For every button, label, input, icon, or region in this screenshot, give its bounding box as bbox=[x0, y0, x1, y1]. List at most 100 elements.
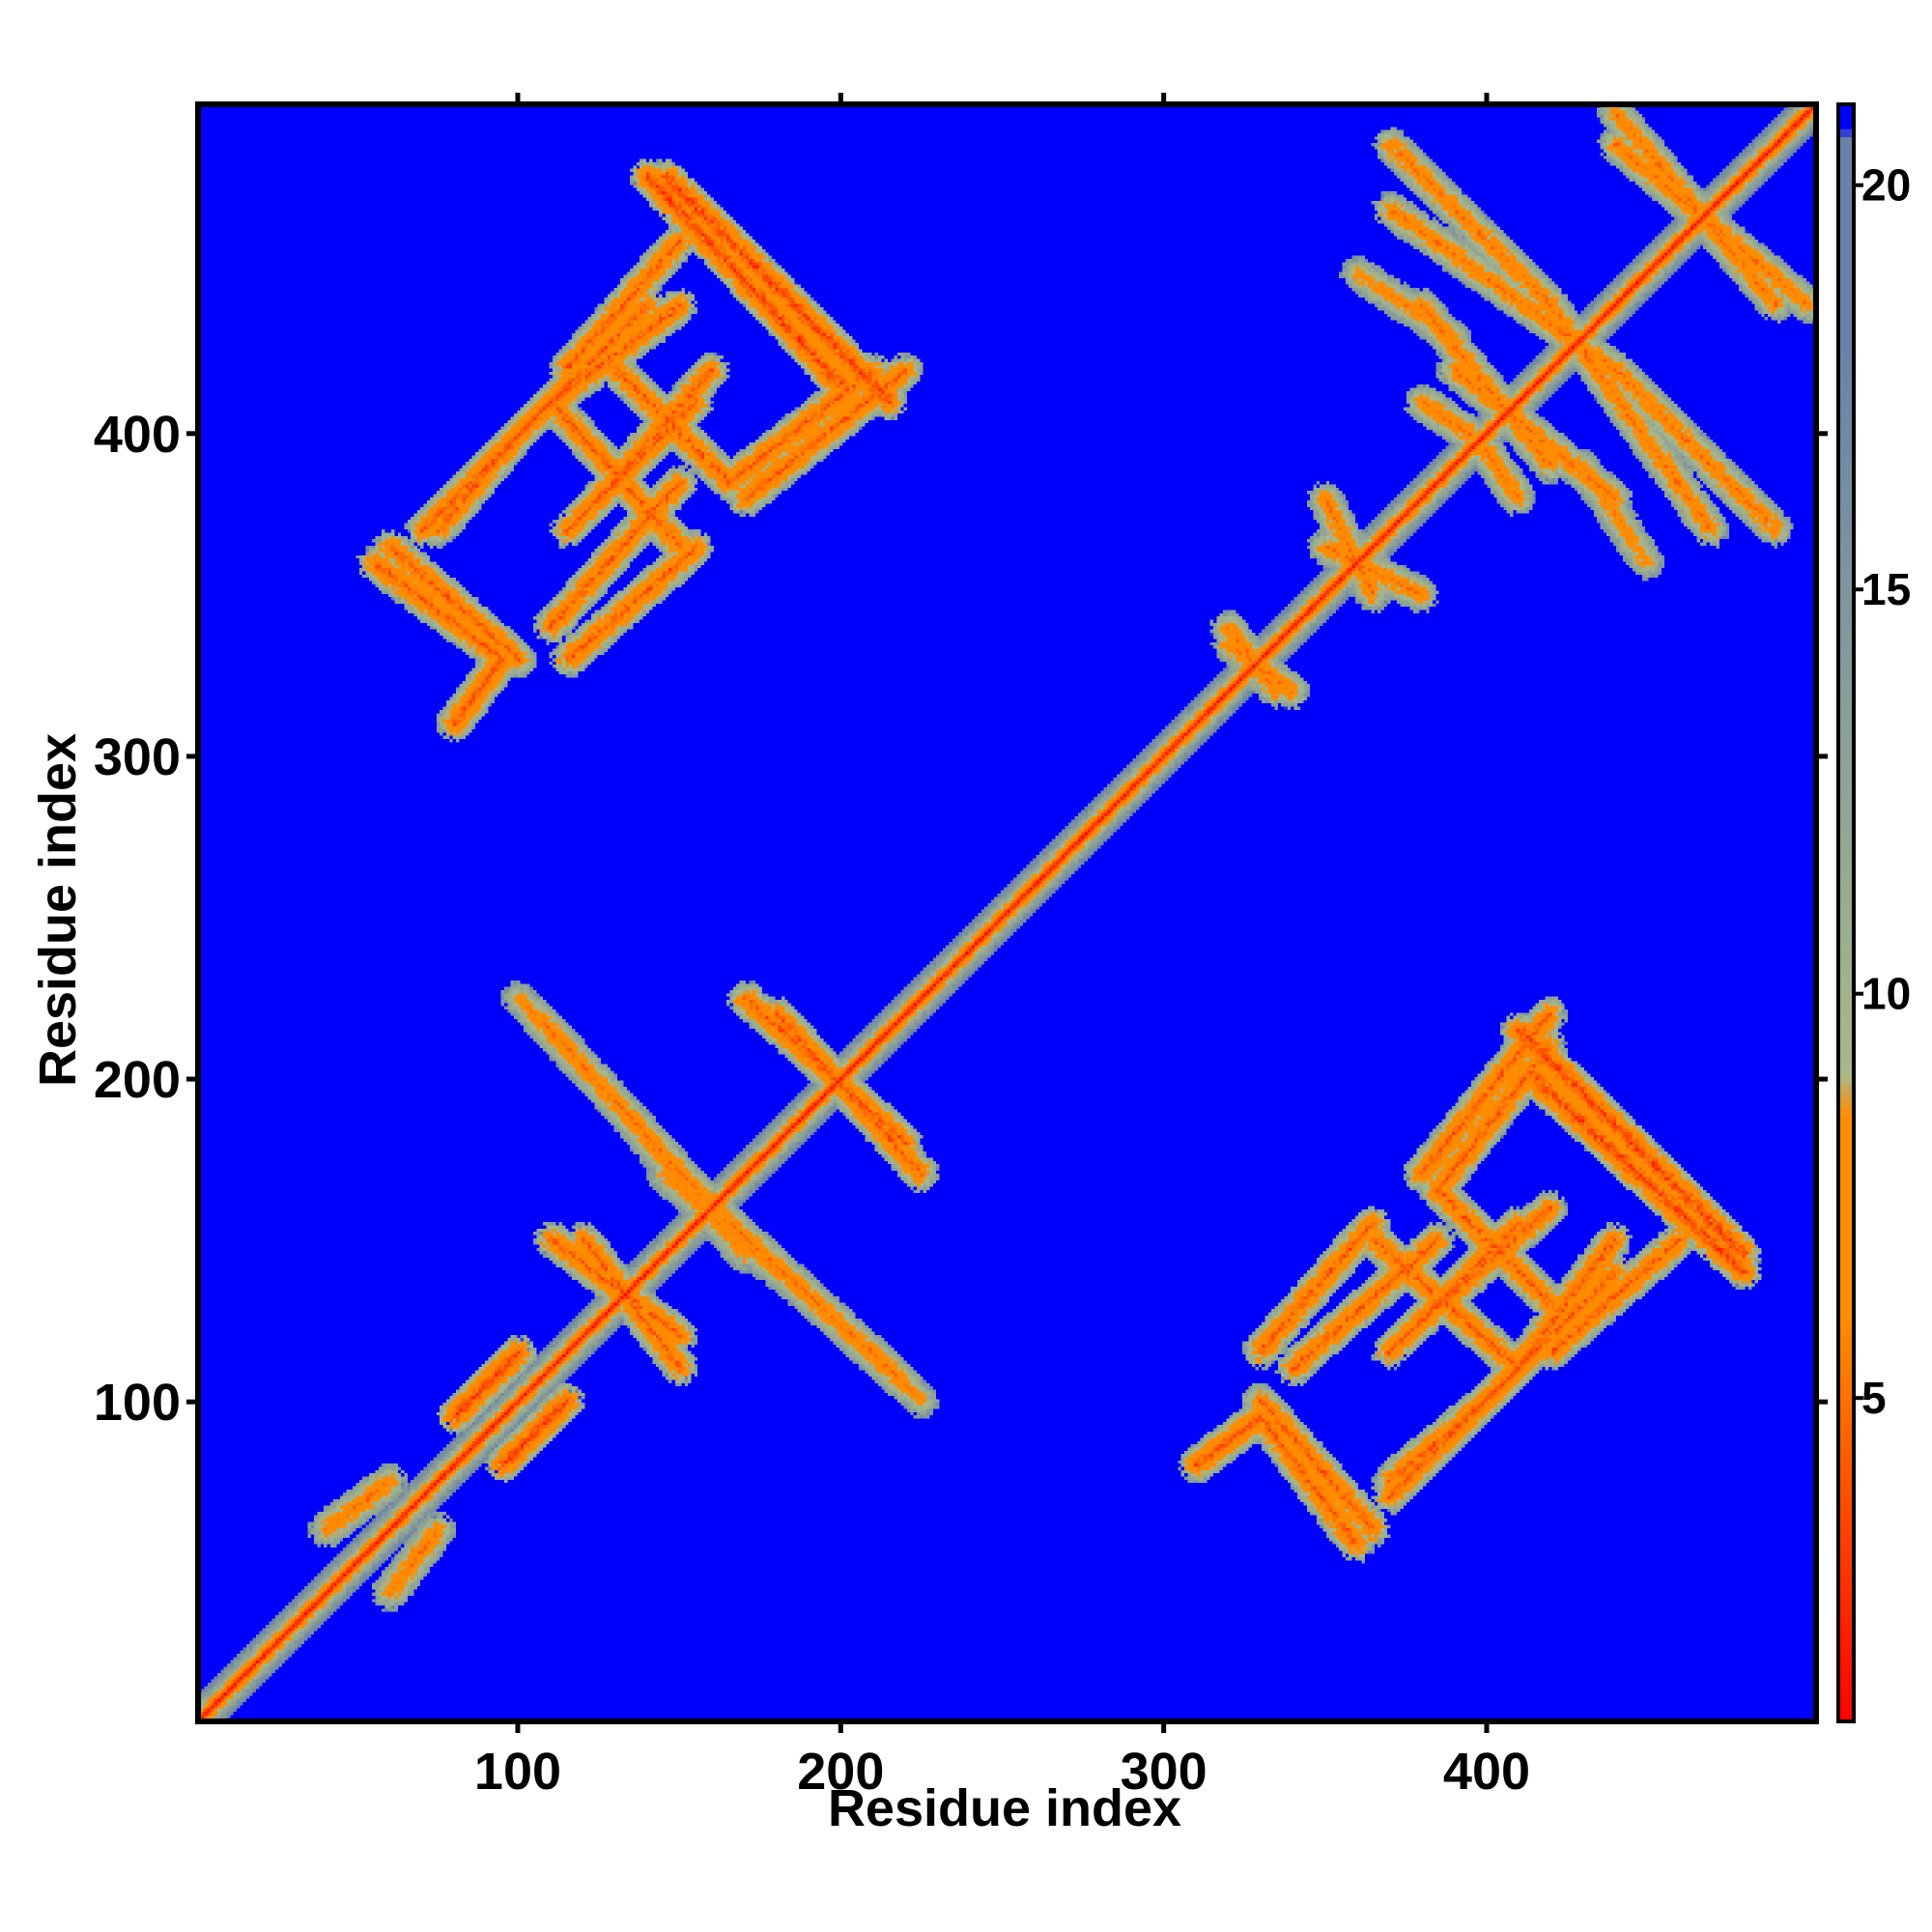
colorbar-segment bbox=[1838, 500, 1854, 510]
colorbar-segment bbox=[1838, 1438, 1854, 1448]
colorbar-segment bbox=[1838, 1317, 1854, 1326]
colorbar-segment bbox=[1838, 1672, 1854, 1682]
colorbar-segment bbox=[1838, 1268, 1854, 1278]
colorbar-segment bbox=[1838, 638, 1854, 647]
heatmap-area bbox=[198, 104, 1816, 1721]
colorbar-segment bbox=[1838, 1527, 1854, 1537]
colorbar-segment bbox=[1838, 314, 1854, 324]
colorbar-segment bbox=[1838, 347, 1854, 356]
colorbar-segment bbox=[1838, 1607, 1854, 1617]
colorbar-segment bbox=[1838, 516, 1854, 526]
x-axis-ticks: 100 200 300 400 bbox=[474, 93, 1530, 1801]
colorbar-segment bbox=[1838, 451, 1854, 461]
colorbar-segment bbox=[1838, 1115, 1854, 1124]
colorbar-segment bbox=[1838, 330, 1854, 340]
colorbar-segment bbox=[1838, 1220, 1854, 1230]
colorbar-segment bbox=[1838, 386, 1854, 396]
colorbar-segment bbox=[1838, 613, 1854, 623]
colorbar-segment bbox=[1838, 1204, 1854, 1213]
colorbar-segment bbox=[1838, 1349, 1854, 1358]
y-tick-label: 200 bbox=[94, 1051, 181, 1109]
colorbar-segment bbox=[1838, 1228, 1854, 1237]
x-tick-label: 200 bbox=[797, 1743, 884, 1801]
colorbar-segment bbox=[1838, 832, 1854, 841]
colorbar-border bbox=[1836, 102, 1856, 1723]
colorbar-tick-label: 20 bbox=[1861, 160, 1911, 211]
colorbar-segment bbox=[1838, 258, 1854, 267]
colorbar-segment bbox=[1838, 1236, 1854, 1245]
colorbar-segment bbox=[1838, 808, 1854, 817]
colorbar-segment bbox=[1838, 1139, 1854, 1149]
colorbar-segment bbox=[1838, 1147, 1854, 1156]
colorbar-segment bbox=[1838, 573, 1854, 582]
colorbar-segment bbox=[1838, 621, 1854, 631]
colorbar-segment bbox=[1838, 1632, 1854, 1641]
colorbar-segment bbox=[1838, 630, 1854, 639]
colorbar-segment bbox=[1838, 508, 1854, 518]
colorbar: 5 10 15 20 bbox=[1836, 102, 1911, 1723]
colorbar-segment bbox=[1838, 1454, 1854, 1463]
colorbar-segment bbox=[1838, 993, 1854, 1003]
colorbar-segment bbox=[1838, 1009, 1854, 1019]
colorbar-segment bbox=[1838, 880, 1854, 890]
colorbar-segment bbox=[1838, 645, 1854, 655]
colorbar-segment bbox=[1838, 1050, 1854, 1060]
colorbar-segment bbox=[1838, 1519, 1854, 1528]
colorbar-segment bbox=[1838, 1365, 1854, 1375]
colorbar-segment bbox=[1838, 1616, 1854, 1626]
colorbar-segment bbox=[1838, 823, 1854, 833]
colorbar-segment bbox=[1838, 120, 1854, 129]
colorbar-segment bbox=[1838, 1478, 1854, 1488]
colorbar-segment bbox=[1838, 1244, 1854, 1254]
colorbar-segment bbox=[1838, 1576, 1854, 1585]
colorbar-segment bbox=[1838, 532, 1854, 542]
colorbar-segment bbox=[1838, 1413, 1854, 1423]
colorbar-segment bbox=[1838, 1535, 1854, 1545]
colorbar-segment bbox=[1838, 1333, 1854, 1343]
colorbar-segment bbox=[1838, 153, 1854, 162]
colorbar-segment bbox=[1838, 961, 1854, 971]
colorbar-segment bbox=[1838, 695, 1854, 703]
y-tick-label: 400 bbox=[94, 406, 181, 464]
colorbar-segment bbox=[1838, 896, 1854, 906]
colorbar-segment bbox=[1838, 1713, 1854, 1722]
colorbar-segment bbox=[1838, 1446, 1854, 1456]
colorbar-tick-label: 10 bbox=[1861, 969, 1911, 1019]
colorbar-segment bbox=[1838, 1463, 1854, 1472]
colorbar-segment bbox=[1838, 945, 1854, 954]
colorbar-segment bbox=[1838, 371, 1854, 381]
colorbar-segment bbox=[1838, 969, 1854, 979]
colorbar-segment bbox=[1838, 815, 1854, 825]
colorbar-segment bbox=[1838, 249, 1854, 259]
colorbar-segment bbox=[1838, 136, 1854, 146]
colorbar-segment bbox=[1838, 702, 1854, 712]
colorbar-segment bbox=[1838, 726, 1854, 736]
colorbar-segment bbox=[1838, 1098, 1854, 1108]
plot-border bbox=[195, 101, 1819, 1724]
colorbar-segment bbox=[1838, 848, 1854, 858]
colorbar-segment bbox=[1838, 888, 1854, 897]
x-axis-label: Residue index bbox=[828, 1779, 1181, 1837]
colorbar-segment bbox=[1838, 362, 1854, 372]
colorbar-segment bbox=[1838, 395, 1854, 405]
colorbar-segment bbox=[1838, 719, 1854, 728]
colorbar-segment bbox=[1838, 1211, 1854, 1221]
colorbar-segment bbox=[1838, 710, 1854, 720]
colorbar-segment bbox=[1838, 209, 1854, 218]
colorbar-segment bbox=[1838, 217, 1854, 227]
y-axis-label: Residue index bbox=[29, 733, 87, 1087]
y-tick-label: 300 bbox=[94, 728, 181, 786]
colorbar-segment bbox=[1838, 589, 1854, 599]
colorbar-segment bbox=[1838, 412, 1854, 421]
colorbar-segment bbox=[1838, 403, 1854, 412]
colorbar-segment bbox=[1838, 864, 1854, 873]
colorbar-segment bbox=[1838, 928, 1854, 938]
colorbar-segment bbox=[1838, 1583, 1854, 1593]
colorbar-segment bbox=[1838, 799, 1854, 809]
colorbar-segment bbox=[1838, 540, 1854, 550]
colorbar-segment bbox=[1838, 1309, 1854, 1319]
colorbar-segment bbox=[1838, 581, 1854, 590]
colorbar-segment bbox=[1838, 856, 1854, 866]
colorbar-segment bbox=[1838, 1285, 1854, 1293]
